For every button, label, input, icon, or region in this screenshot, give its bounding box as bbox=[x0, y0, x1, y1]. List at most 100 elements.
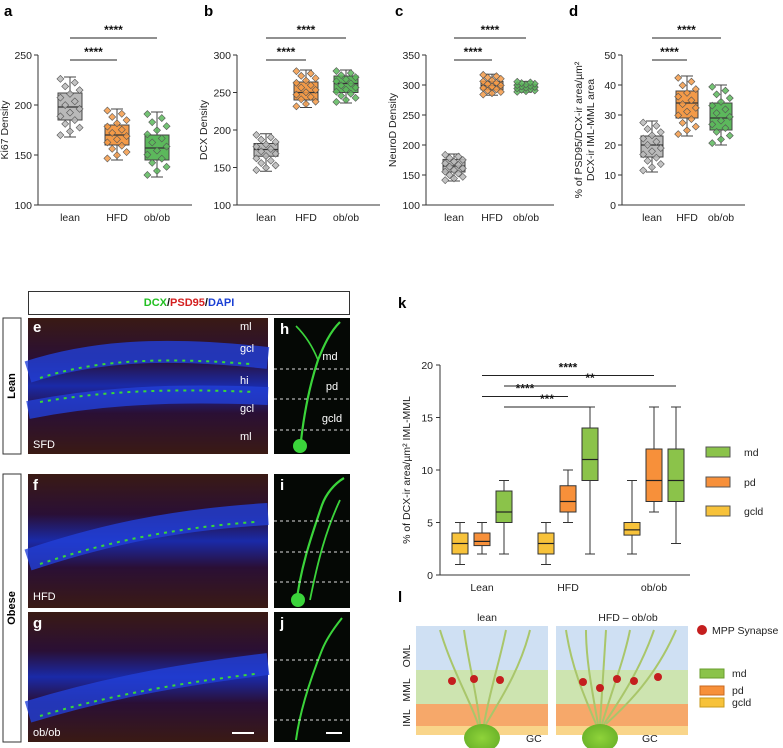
significance-label: **** bbox=[481, 23, 500, 37]
data-point bbox=[257, 135, 266, 144]
micrograph-g: g ob/ob bbox=[24, 612, 270, 742]
legend-swatch bbox=[705, 505, 731, 517]
data-point bbox=[302, 88, 310, 97]
data-point bbox=[108, 144, 117, 153]
y-tick-label: 15 bbox=[421, 413, 433, 425]
data-point bbox=[157, 154, 166, 163]
data-point bbox=[450, 166, 458, 174]
x-tick-label: HFD bbox=[295, 212, 317, 224]
significance-label: **** bbox=[84, 45, 103, 59]
box bbox=[559, 485, 577, 513]
side-label-obese-group: Obese bbox=[2, 473, 22, 743]
data-point bbox=[113, 119, 121, 128]
h-layer-gcld: gcld bbox=[322, 413, 342, 425]
data-point bbox=[445, 162, 454, 171]
data-point bbox=[342, 75, 350, 84]
schematic-legend-pd: pd bbox=[732, 685, 744, 697]
data-point bbox=[639, 166, 648, 175]
stain-sep-2: / bbox=[204, 297, 208, 309]
micrograph-j: j bbox=[274, 612, 350, 742]
significance-label: **** bbox=[464, 45, 483, 59]
data-point bbox=[332, 77, 341, 86]
data-point bbox=[311, 97, 320, 106]
schematic-lean: OML MML IML GC bbox=[401, 626, 548, 748]
side-label-obese: Obese bbox=[6, 591, 18, 625]
panel-label-g: g bbox=[33, 615, 42, 632]
data-point bbox=[103, 122, 112, 131]
panel-label-b: b bbox=[204, 3, 213, 20]
y-tick-label: 150 bbox=[402, 170, 420, 182]
micrograph-f: f HFD bbox=[24, 474, 269, 608]
data-point bbox=[708, 120, 717, 129]
data-point bbox=[332, 67, 341, 75]
data-point bbox=[639, 118, 648, 127]
data-point bbox=[311, 74, 320, 83]
data-point bbox=[351, 73, 360, 82]
data-point bbox=[292, 67, 301, 76]
x-tick-label: ob/ob bbox=[513, 212, 539, 224]
data-point bbox=[148, 158, 157, 167]
data-point bbox=[143, 110, 152, 118]
chart-ki67: 100 150 200 250 Ki67 Density lean HFD ob/ob ****… bbox=[0, 23, 192, 224]
data-point bbox=[292, 90, 301, 99]
data-point bbox=[445, 171, 454, 180]
stain-legend: DCX/PSD95/DAPI bbox=[28, 291, 350, 315]
schematic-layer-oml: OML bbox=[401, 644, 413, 667]
x-tick-label: ob/ob bbox=[333, 212, 359, 224]
data-point bbox=[297, 95, 306, 104]
x-tick-label: ob/ob bbox=[708, 212, 734, 224]
significance-label: **** bbox=[297, 23, 316, 37]
legend-label: pd bbox=[744, 477, 756, 489]
y-tick-label: 200 bbox=[213, 125, 231, 137]
box bbox=[667, 448, 685, 502]
data-point bbox=[113, 151, 121, 160]
schematic-l: lean HFD – ob/ob OML MML IML GC bbox=[401, 612, 779, 748]
significance-label: **** bbox=[660, 45, 679, 59]
data-point bbox=[271, 149, 280, 158]
y-axis-label: NeuroD Density bbox=[387, 92, 399, 167]
data-point bbox=[721, 86, 730, 95]
data-point bbox=[454, 169, 463, 178]
data-point bbox=[458, 172, 467, 181]
data-point bbox=[337, 81, 346, 90]
panel-label-e: e bbox=[33, 319, 41, 336]
data-point bbox=[691, 122, 700, 131]
chart-neurod: 100 150 200 250 300 350 NeuroD Density lean HFD o… bbox=[387, 23, 554, 224]
data-point bbox=[252, 130, 261, 139]
data-point bbox=[725, 94, 734, 103]
data-point bbox=[479, 84, 488, 92]
data-point bbox=[262, 152, 270, 160]
data-point bbox=[153, 166, 161, 175]
data-point bbox=[302, 76, 310, 85]
data-point bbox=[143, 150, 152, 159]
y-tick-label: 150 bbox=[14, 150, 32, 162]
layer-hilus: hi bbox=[240, 375, 249, 387]
data-point bbox=[292, 78, 301, 87]
data-point bbox=[648, 163, 656, 172]
data-point bbox=[708, 139, 717, 148]
data-point bbox=[61, 119, 70, 128]
data-point bbox=[108, 128, 117, 137]
data-point bbox=[674, 73, 683, 82]
data-point bbox=[526, 78, 535, 87]
data-point bbox=[639, 150, 648, 159]
data-point bbox=[725, 131, 734, 140]
data-point bbox=[683, 107, 691, 116]
data-point bbox=[148, 138, 157, 147]
data-point bbox=[643, 156, 652, 165]
data-point bbox=[479, 90, 488, 99]
data-point bbox=[717, 97, 725, 106]
data-point bbox=[721, 124, 730, 133]
schematic-obese: GC bbox=[556, 626, 688, 748]
data-point bbox=[252, 142, 261, 151]
data-point bbox=[332, 87, 341, 96]
layer-ml-top: ml bbox=[240, 321, 252, 333]
data-point bbox=[56, 93, 65, 102]
data-point bbox=[346, 69, 355, 78]
data-point bbox=[643, 140, 652, 149]
x-tick-label: Lean bbox=[470, 582, 494, 594]
data-point bbox=[687, 115, 696, 124]
chart-dendrite-area: 0 5 10 15 20 % of DCX-ir area/µm² IML-MML Lean… bbox=[401, 360, 763, 594]
data-point bbox=[337, 91, 346, 100]
data-point bbox=[122, 148, 131, 156]
